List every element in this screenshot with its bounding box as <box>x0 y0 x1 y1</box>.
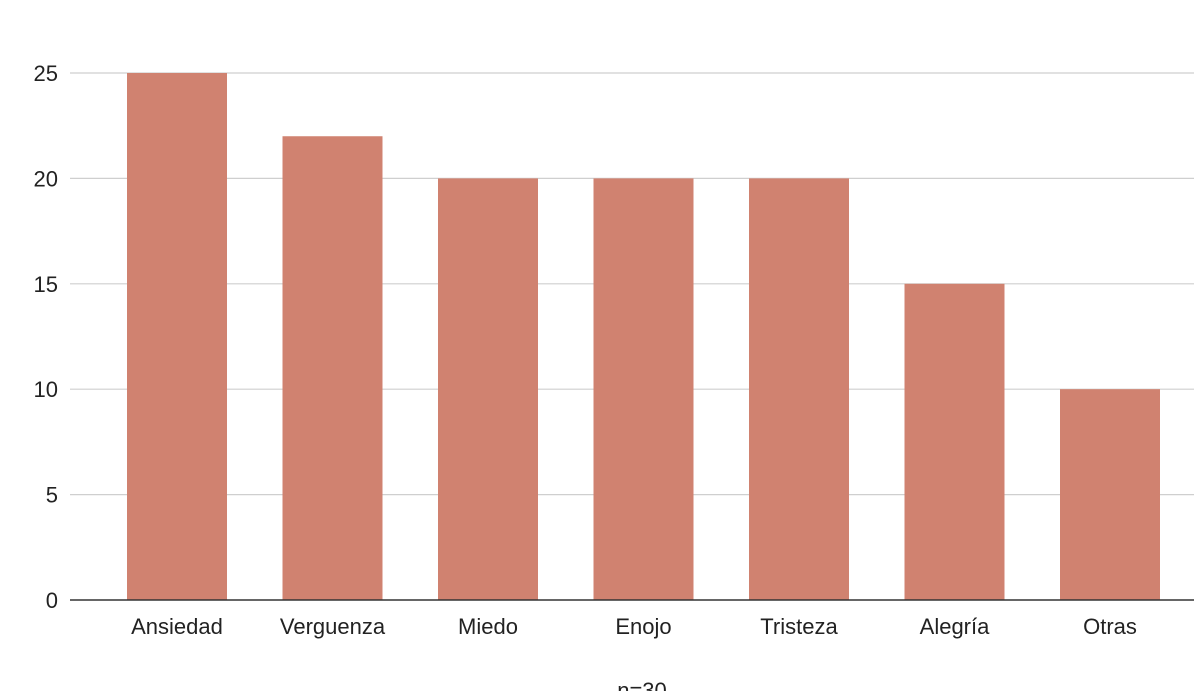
bar-miedo <box>438 178 538 600</box>
bars <box>127 73 1160 601</box>
y-tick-label: 25 <box>34 61 58 86</box>
x-category-label: Enojo <box>615 614 671 639</box>
y-tick-label: 15 <box>34 272 58 297</box>
x-category-label: Tristeza <box>760 614 838 639</box>
x-category-label: Verguenza <box>280 614 386 639</box>
bar-ansiedad <box>127 73 227 600</box>
y-axis-tick-labels: 0 5 10 15 20 25 <box>34 61 58 613</box>
y-tick-label: 0 <box>46 588 58 613</box>
y-tick-label: 10 <box>34 377 58 402</box>
bar-verguenza <box>282 136 383 601</box>
x-axis-category-labels: Ansiedad Verguenza Miedo Enojo Tristeza Alegr… <box>131 614 1137 639</box>
x-category-label: Ansiedad <box>131 614 223 639</box>
bar-otras <box>1060 389 1160 600</box>
bar-enojo <box>593 178 694 600</box>
y-tick-label: 5 <box>46 483 58 508</box>
y-tick-label: 20 <box>34 166 58 191</box>
bar-tristeza <box>749 178 849 600</box>
bar-alegría <box>904 283 1005 600</box>
x-category-label: Miedo <box>458 614 518 639</box>
sample-size-note: n=30 <box>617 678 667 691</box>
x-category-label: Otras <box>1083 614 1137 639</box>
x-category-label: Alegría <box>920 614 990 639</box>
